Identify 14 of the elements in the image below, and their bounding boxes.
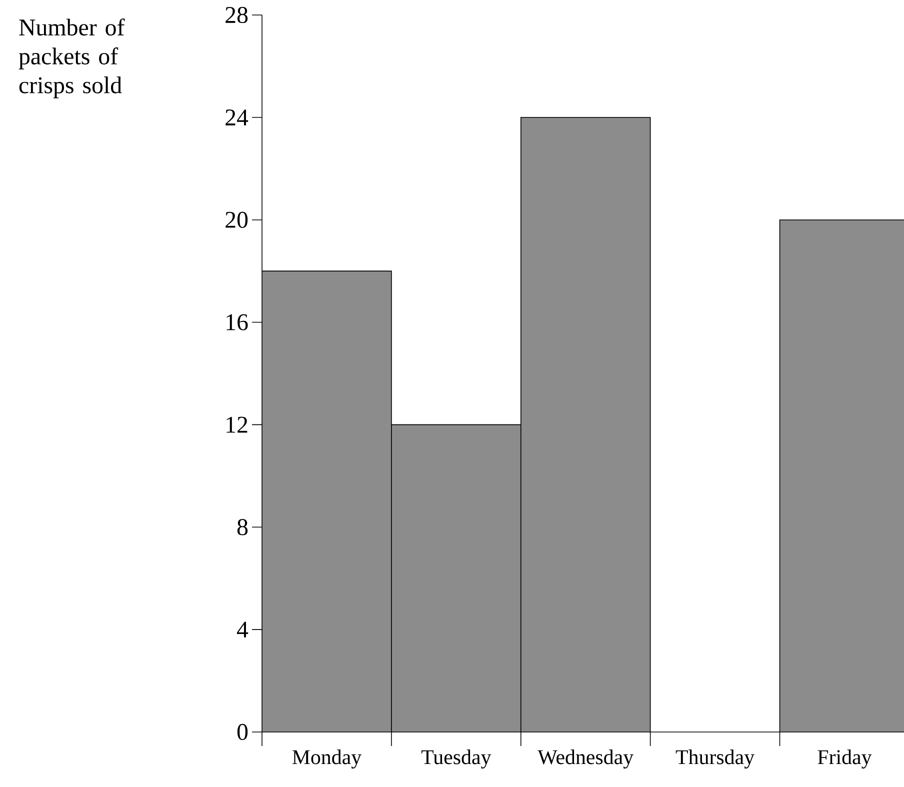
y-tick-label: 24 bbox=[226, 109, 248, 126]
x-tick-label: Monday bbox=[292, 750, 362, 769]
y-tick-label: 16 bbox=[226, 314, 248, 330]
y-tick-label: 4 bbox=[237, 622, 248, 638]
x-tick-label: Wednesday bbox=[538, 750, 634, 769]
y-tick-label: 8 bbox=[237, 519, 248, 536]
y-tick-label: 12 bbox=[226, 416, 248, 433]
x-tick-label: Tuesday bbox=[421, 750, 492, 769]
x-tick-label: Friday bbox=[818, 750, 872, 769]
y-tick-label: 20 bbox=[226, 212, 248, 228]
x-tick-label: Thursday bbox=[676, 750, 754, 769]
y-tick-label: 0 bbox=[237, 724, 248, 740]
y-tick-label: 28 bbox=[226, 6, 248, 24]
y-axis-title: Number of packets of crisps sold bbox=[18, 18, 125, 98]
